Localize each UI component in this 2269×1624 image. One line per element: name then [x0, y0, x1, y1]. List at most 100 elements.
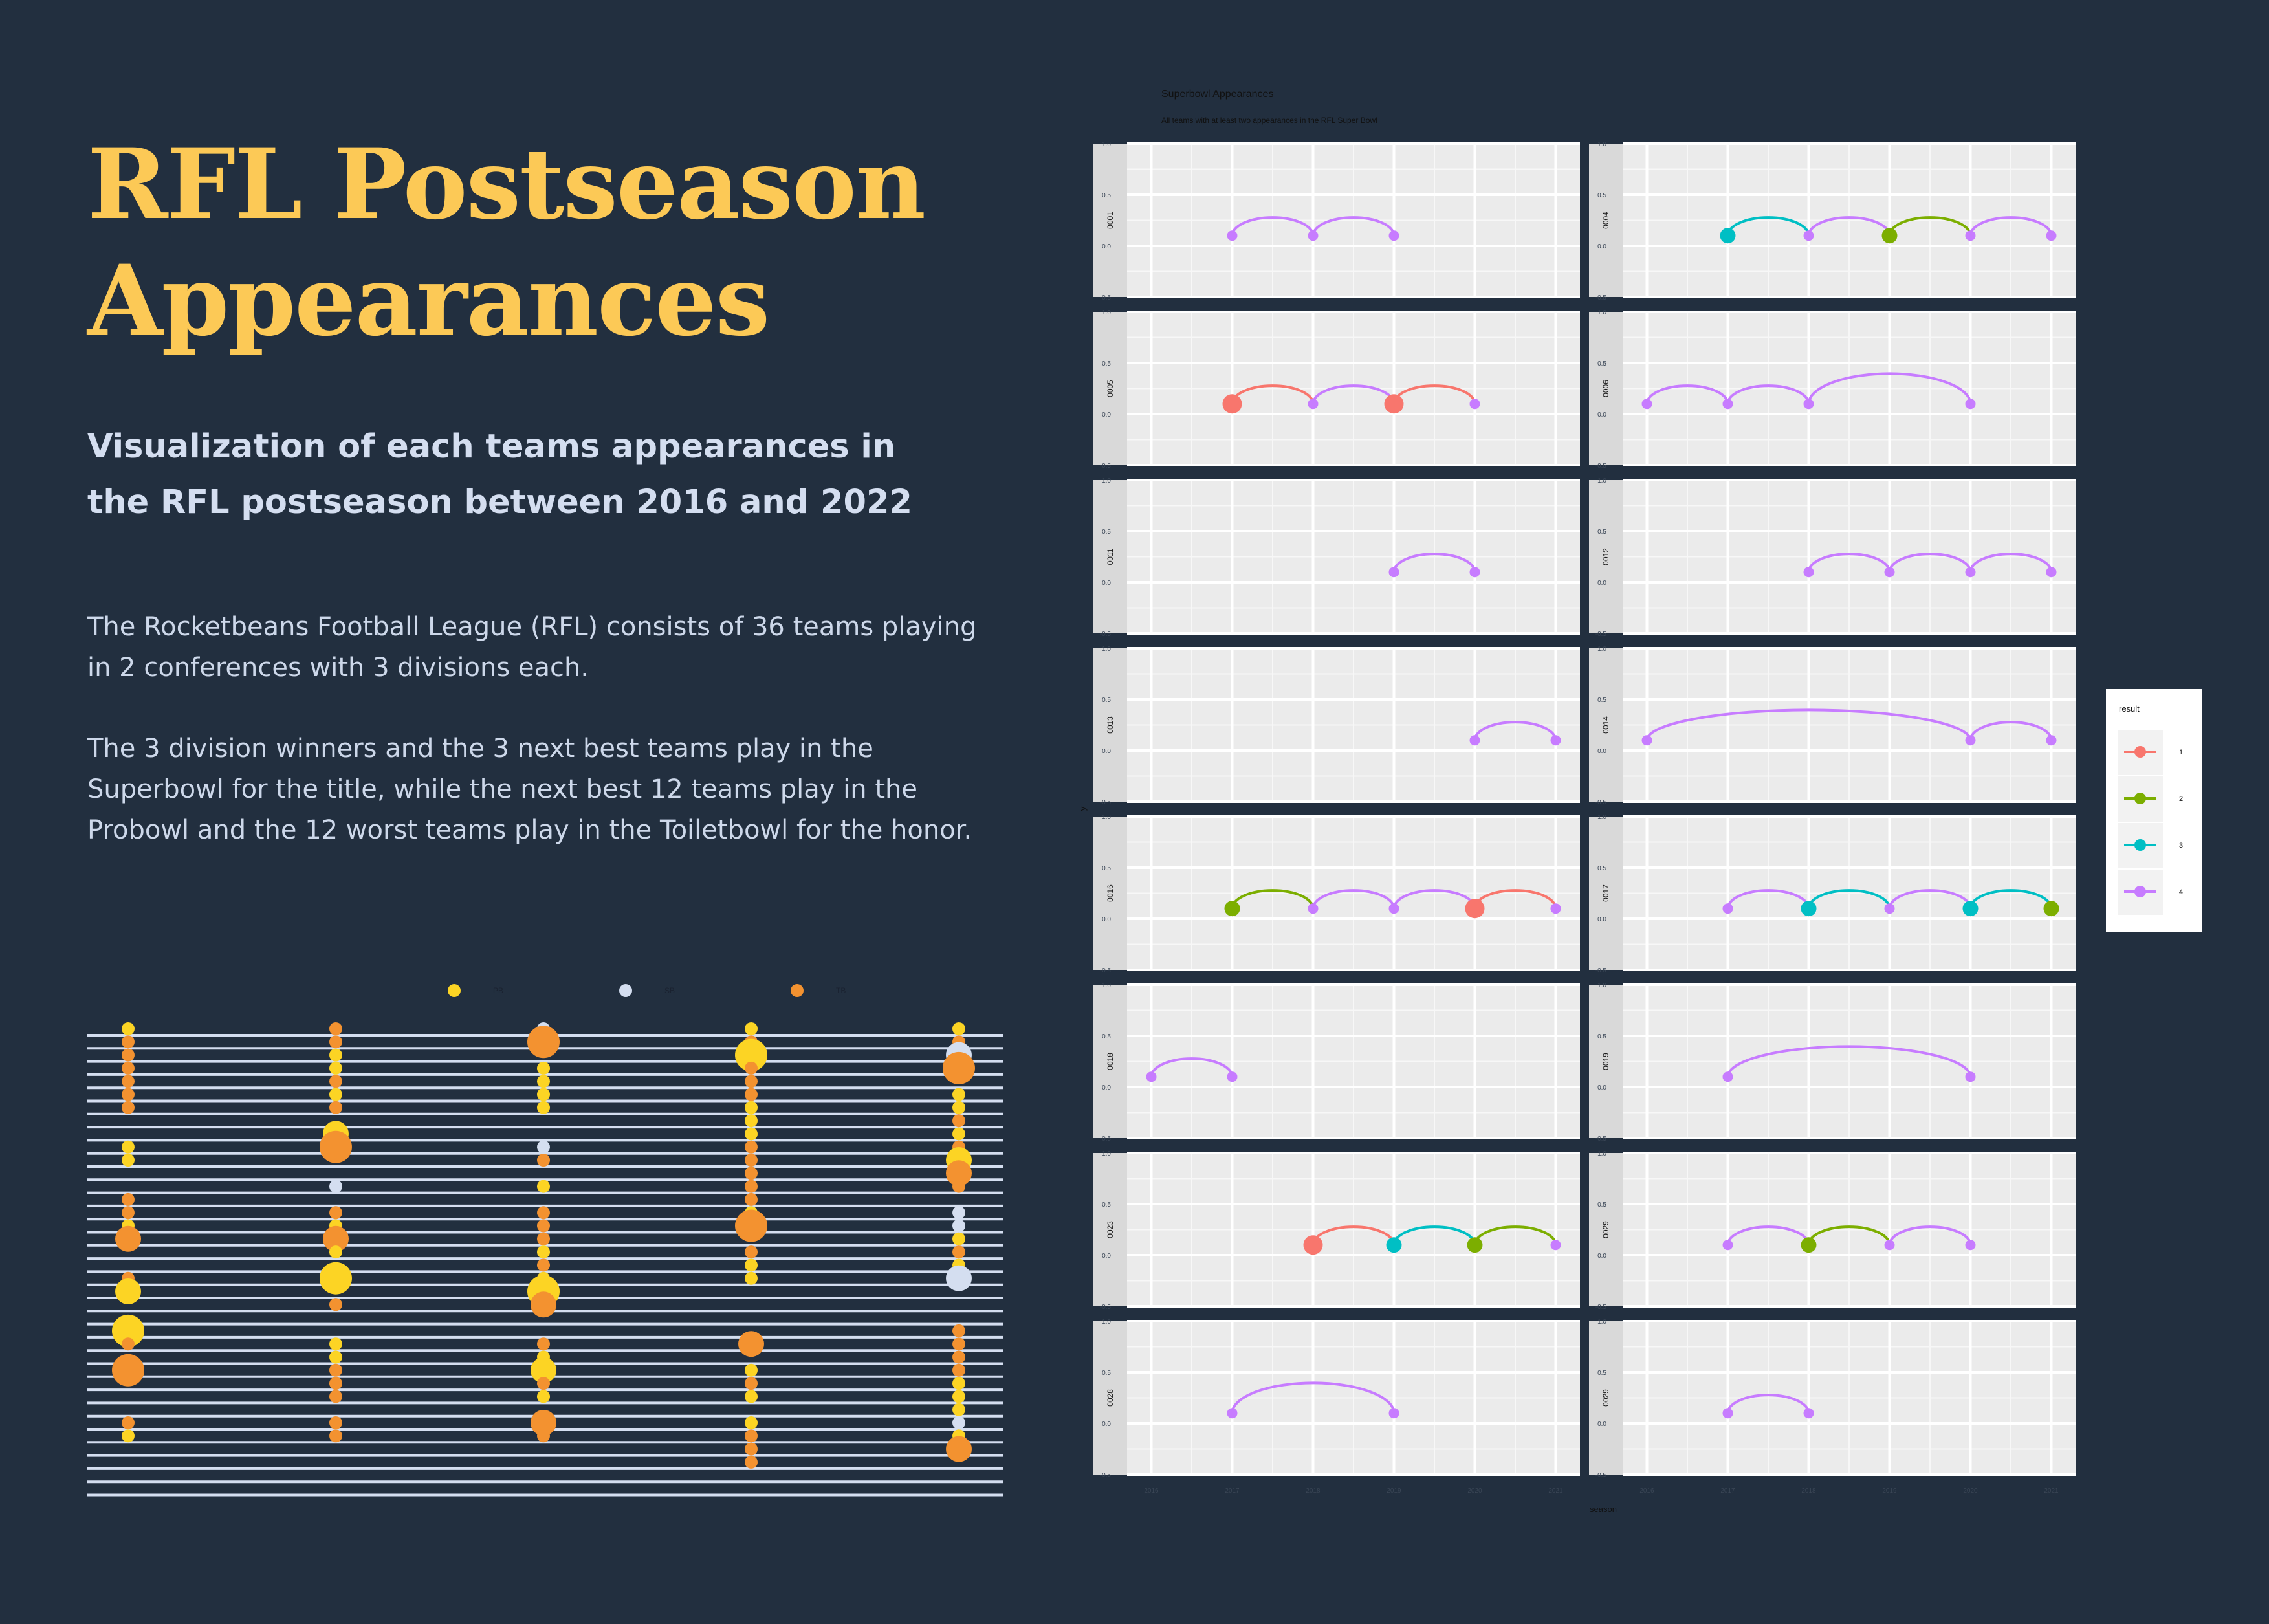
- appearance-dot: [745, 1154, 758, 1167]
- y-tick-label: 0.0: [1102, 1253, 1111, 1260]
- appearance-dot: [323, 1225, 349, 1252]
- appearance-dot: [745, 1258, 758, 1272]
- facet-strip: [1589, 985, 1623, 1138]
- appearance-point: [1146, 1071, 1157, 1082]
- y-tick-label: -0.5: [1100, 294, 1112, 302]
- y-tick-label: -0.5: [1100, 799, 1112, 806]
- appearance-dot: [537, 1390, 550, 1403]
- y-tick-label: 1.0: [1102, 1319, 1111, 1326]
- appearance-arc: [1473, 721, 1557, 741]
- appearance-arc: [1888, 1225, 1972, 1245]
- facet-label: 0023: [1106, 1221, 1115, 1238]
- legend-entry-1: 1: [2179, 749, 2183, 756]
- appearance-dot: [122, 1061, 135, 1075]
- y-tick-label: -0.5: [1595, 463, 1607, 470]
- facet-strip: [1093, 985, 1127, 1138]
- x-tick-label: 2018: [1801, 1487, 1816, 1495]
- appearance-dot: [745, 1271, 758, 1285]
- appearance-dot: [952, 1245, 965, 1259]
- y-tick-label: 1.0: [1597, 477, 1606, 485]
- appearance-dot: [943, 1051, 975, 1084]
- appearance-dot: [122, 1075, 135, 1088]
- appearance-dot: [745, 1167, 758, 1180]
- facet-strip: [1093, 1321, 1127, 1475]
- y-tick-label: 0.0: [1597, 243, 1606, 250]
- legend-pb-label: PB: [493, 986, 503, 995]
- legend-sb-dot: [619, 984, 632, 997]
- y-tick-label: 0.5: [1102, 192, 1111, 199]
- appearance-arc: [1969, 216, 2053, 236]
- facet-panel-0028: 0028 1.0 0.5 0.0 -0.5: [1093, 1319, 1580, 1479]
- facet-label: 0012: [1601, 548, 1610, 565]
- y-tick-label: 0.0: [1597, 748, 1606, 755]
- appearance-arc: [1231, 889, 1315, 909]
- appearance-point: [1641, 735, 1652, 746]
- appearance-dot: [329, 1035, 342, 1049]
- appearance-point: [1720, 228, 1736, 244]
- facet-panel-0016: 0016 1.0 0.5 0.0 -0.5: [1093, 814, 1580, 974]
- facet-strip: [1589, 1153, 1623, 1306]
- appearance-point: [1308, 903, 1319, 914]
- y-tick-label: -0.5: [1100, 463, 1112, 470]
- appearance-dot: [537, 1245, 550, 1259]
- y-tick-label: -0.5: [1595, 967, 1607, 974]
- appearance-arc: [1888, 553, 1972, 573]
- facet-panel-0012: 0012 1.0 0.5 0.0 -0.5: [1589, 477, 2076, 638]
- facet-panel-0013: 0013 1.0 0.5 0.0 -0.5: [1093, 646, 1580, 806]
- appearance-point: [2046, 567, 2057, 578]
- appearance-point: [1469, 567, 1480, 578]
- appearance-dot: [329, 1088, 342, 1101]
- y-tick-label: 1.0: [1102, 141, 1111, 148]
- appearance-point: [1388, 230, 1399, 241]
- y-tick-label: 1.0: [1597, 309, 1606, 316]
- y-tick-label: 0.5: [1597, 697, 1606, 704]
- page-title: RFL Postseason Appearances: [87, 126, 928, 359]
- appearance-dot: [952, 1180, 965, 1193]
- appearance-point: [1384, 394, 1404, 414]
- appearance-dot: [745, 1140, 758, 1154]
- legend-tb-label: TB: [836, 986, 846, 995]
- appearance-dot: [946, 1436, 972, 1462]
- appearance-dot: [329, 1363, 342, 1377]
- x-tick-label: 2018: [1306, 1487, 1321, 1495]
- y-tick-label: 0.0: [1102, 580, 1111, 587]
- facet-label: 0017: [1601, 884, 1610, 902]
- appearance-dot: [122, 1088, 135, 1101]
- x-tick-label: 2019: [1882, 1487, 1897, 1495]
- appearance-point: [2046, 230, 2057, 241]
- appearance-dot: [952, 1219, 965, 1233]
- appearance-arc: [1726, 1394, 1810, 1414]
- appearance-dot: [952, 1350, 965, 1364]
- legend-key-dot: [2134, 793, 2146, 804]
- facet-label: 0019: [1601, 1053, 1610, 1070]
- title-line-1: RFL Postseason: [87, 127, 926, 241]
- facet-strip: [1093, 817, 1127, 970]
- appearance-dot: [329, 1245, 342, 1259]
- y-tick-label: 0.5: [1102, 529, 1111, 536]
- title-line-2: Appearances: [87, 244, 770, 358]
- appearance-dot: [952, 1324, 965, 1337]
- appearance-dot: [537, 1140, 550, 1154]
- appearance-dot: [527, 1026, 560, 1059]
- facet-label: 0011: [1106, 548, 1115, 565]
- appearance-dot: [122, 1022, 135, 1035]
- facet-panel-0023: 0023 1.0 0.5 0.0 -0.5: [1093, 1150, 1580, 1311]
- appearance-point: [1550, 1240, 1561, 1251]
- facet-panel-0004: 0004 1.0 0.5 0.0 -0.5: [1589, 141, 2076, 302]
- y-tick-label: 1.0: [1102, 646, 1111, 653]
- appearance-dot: [738, 1331, 764, 1357]
- appearance-dot: [320, 1130, 352, 1163]
- appearance-dot: [745, 1442, 758, 1456]
- y-tick-label: 0.0: [1597, 411, 1606, 419]
- legend-sb-label: SB: [664, 986, 675, 995]
- appearance-dot: [745, 1022, 758, 1035]
- y-tick-label: -0.5: [1595, 1304, 1607, 1311]
- y-tick-label: 0.5: [1597, 1033, 1606, 1040]
- x-tick-label: 2017: [1720, 1487, 1735, 1495]
- y-axis-label: y: [1080, 806, 1088, 811]
- appearance-point: [1386, 1237, 1402, 1253]
- appearance-dot: [745, 1455, 758, 1469]
- appearance-dot: [122, 1416, 135, 1429]
- appearance-dot: [952, 1101, 965, 1114]
- y-tick-label: 0.0: [1597, 1253, 1606, 1260]
